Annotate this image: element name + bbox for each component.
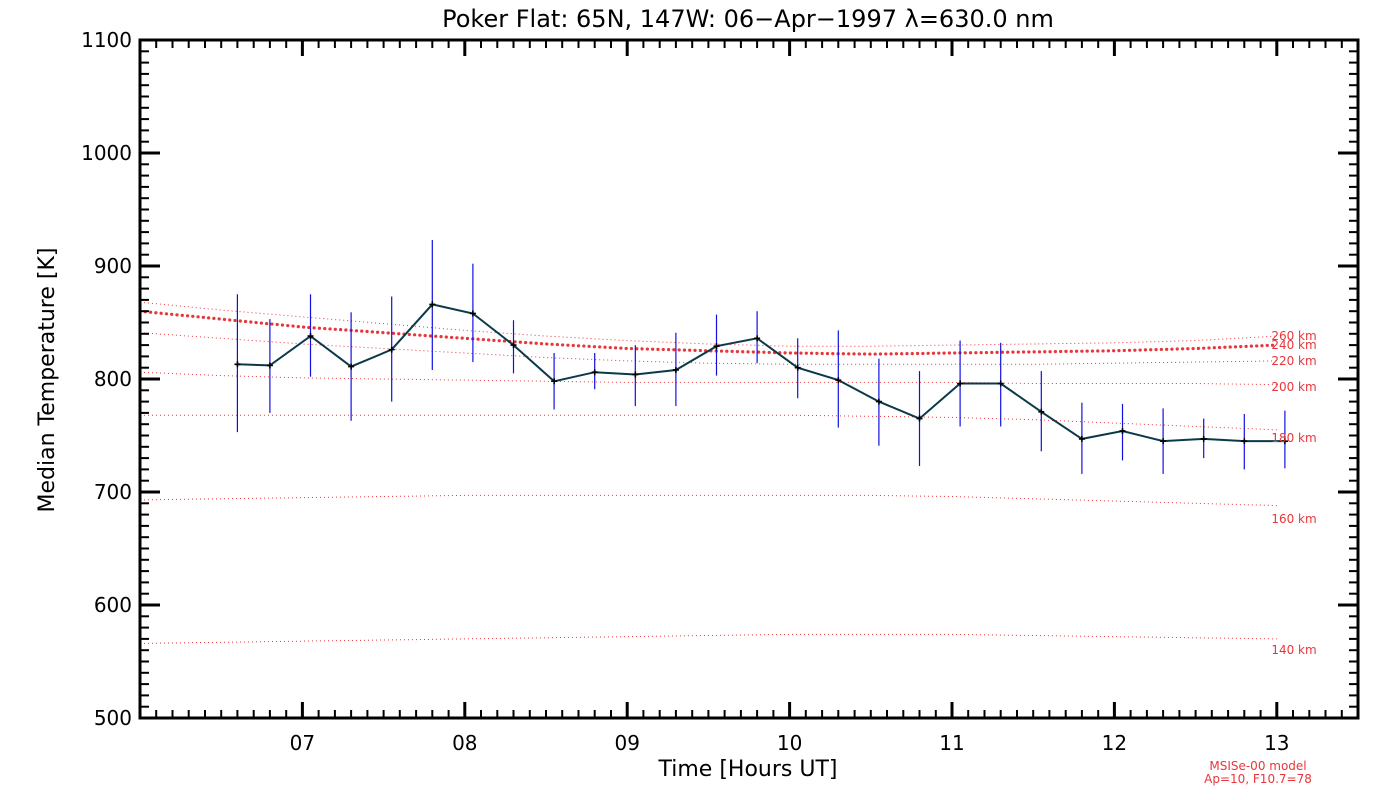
data-point xyxy=(632,371,639,378)
tick-labels: 07 08 09 10 11 12 13 500 600 700 800 900 1000 1100 xyxy=(81,28,1289,755)
model-curve-240km xyxy=(138,309,1279,356)
model-curve-label: 200 km xyxy=(1271,380,1316,394)
data-point xyxy=(957,380,964,387)
y-tick-label: 500 xyxy=(94,706,132,730)
data-point xyxy=(1160,438,1167,445)
data-point xyxy=(1038,408,1045,415)
x-tick-label: 13 xyxy=(1264,731,1289,755)
model-curve-140km xyxy=(139,633,1277,644)
y-axis-label: Median Temperature [K] xyxy=(35,248,60,513)
data-point xyxy=(875,398,882,405)
y-tick-label: 900 xyxy=(94,254,132,278)
data-point xyxy=(754,335,761,342)
x-tick-label: 08 xyxy=(452,731,477,755)
data-point xyxy=(672,366,679,373)
tick-marks xyxy=(140,40,1359,718)
data-point xyxy=(388,346,395,353)
data-point xyxy=(1241,438,1248,445)
model-curves xyxy=(138,301,1279,644)
model-params-note: Ap=10, F10.7=78 xyxy=(1204,772,1312,786)
data-point xyxy=(234,361,241,368)
data-point xyxy=(307,333,314,340)
data-point xyxy=(429,301,436,308)
y-tick-label: 1100 xyxy=(81,28,132,52)
model-curve-label: 140 km xyxy=(1271,643,1316,657)
x-tick-label: 09 xyxy=(614,731,639,755)
y-tick-label: 1000 xyxy=(81,141,132,165)
data-point xyxy=(916,415,923,422)
x-tick-label: 07 xyxy=(290,731,315,755)
model-name-note: MSISe-00 model xyxy=(1209,759,1306,773)
data-point xyxy=(510,342,517,349)
model-curve-label: 220 km xyxy=(1271,354,1316,368)
model-curve-label: 240 km xyxy=(1271,338,1316,352)
data-point xyxy=(1078,435,1085,442)
model-curve-160km xyxy=(139,494,1277,507)
y-tick-label: 700 xyxy=(94,480,132,504)
plot-frame xyxy=(138,38,1360,720)
x-tick-label: 12 xyxy=(1102,731,1127,755)
data-point xyxy=(1200,435,1207,442)
data-point xyxy=(348,363,355,370)
data-point xyxy=(1119,427,1126,434)
temperature-series xyxy=(234,240,1288,474)
model-curve-label: 180 km xyxy=(1271,431,1316,445)
x-tick-label: 11 xyxy=(939,731,964,755)
data-point xyxy=(1281,438,1288,445)
data-point xyxy=(835,377,842,384)
data-point xyxy=(591,369,598,376)
model-curve-180km xyxy=(140,414,1277,431)
data-point xyxy=(551,378,558,385)
y-tick-label: 600 xyxy=(94,593,132,617)
axes xyxy=(138,38,1360,720)
model-curve-label: 160 km xyxy=(1271,512,1316,526)
model-curve-label: 260 km xyxy=(1271,329,1316,343)
data-point xyxy=(794,364,801,371)
chart-title: Poker Flat: 65N, 147W: 06−Apr−1997 λ=630… xyxy=(442,5,1054,33)
model-curve-260km xyxy=(139,301,1277,347)
model-curve-200km xyxy=(139,371,1277,386)
x-tick-label: 10 xyxy=(777,731,802,755)
x-axis-label: Time [Hours UT] xyxy=(658,757,838,782)
data-point xyxy=(713,343,720,350)
model-curve-220km xyxy=(139,332,1277,365)
data-point xyxy=(997,380,1004,387)
y-tick-label: 800 xyxy=(94,367,132,391)
data-point xyxy=(469,310,476,317)
data-point xyxy=(266,362,273,369)
temperature-line xyxy=(237,303,1285,443)
